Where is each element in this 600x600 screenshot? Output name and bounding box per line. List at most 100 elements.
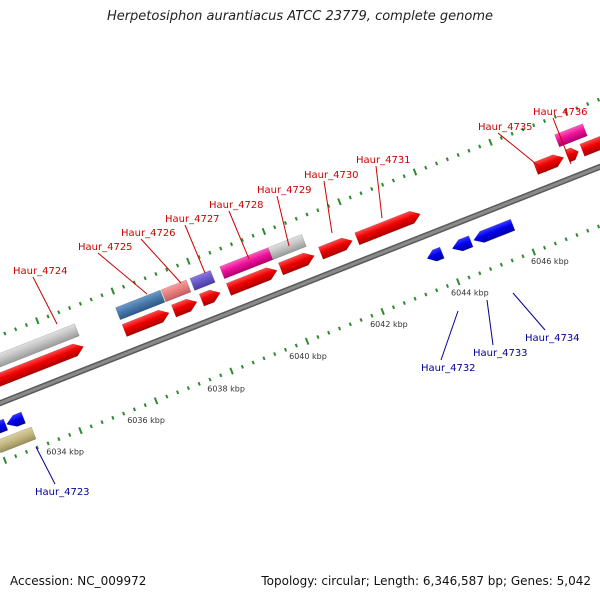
scale-tick	[208, 250, 212, 255]
cds-haur-4728[interactable]	[225, 264, 279, 296]
scale-tick	[14, 454, 18, 459]
gene-leader-line	[35, 446, 56, 485]
scale-tick	[261, 227, 267, 236]
gene-label[interactable]: Haur_4729	[257, 185, 312, 196]
gene-leader-line	[497, 132, 547, 173]
cds-haur-4727[interactable]	[198, 287, 222, 307]
gene-label-group[interactable]: Haur_4728	[209, 200, 264, 260]
cds-haur-4734[interactable]	[471, 218, 516, 246]
cds-haur-4729[interactable]	[278, 250, 316, 276]
gene-label-group[interactable]: Haur_4734	[512, 292, 580, 344]
scale-tick	[24, 323, 29, 328]
scale-tick	[251, 360, 255, 365]
gene-label-group[interactable]: Haur_4730	[304, 170, 359, 234]
gene-haur-4724[interactable]	[0, 323, 80, 371]
scale-tick	[219, 373, 223, 378]
gene-label-group[interactable]: Haur_4736	[533, 107, 588, 165]
gene-haur-4723[interactable]	[0, 426, 37, 454]
scale-tick	[24, 449, 29, 454]
scale-tick	[100, 293, 104, 298]
gene-label[interactable]: Haur_4731	[356, 155, 411, 166]
scale-tick	[153, 397, 159, 405]
scale-tick	[122, 411, 126, 416]
scale-tick	[467, 275, 471, 280]
cds-haur-4733[interactable]	[450, 235, 474, 254]
scale-tick	[575, 106, 579, 111]
scale-tick	[240, 238, 244, 243]
gene-haur-4729[interactable]	[267, 234, 307, 261]
cds-haur-4723b[interactable]	[4, 411, 26, 430]
gene-label-group[interactable]: Haur_4732	[421, 310, 476, 374]
scale-tick	[273, 352, 277, 357]
gene-haur-4727[interactable]	[189, 269, 216, 291]
genome-summary-text: Topology: circular; Length: 6,346,587 bp…	[261, 574, 591, 588]
gene-leader-line	[228, 210, 250, 260]
gene-haur-4726[interactable]	[160, 279, 192, 303]
gene-label-group[interactable]: Haur_4723	[35, 446, 90, 498]
cds-haur-4735[interactable]	[532, 151, 566, 175]
gene-leader-line	[375, 165, 383, 219]
scale-tick	[402, 174, 406, 179]
cds-haur-4723a[interactable]	[0, 418, 9, 436]
scale-tick	[89, 424, 93, 429]
cds-haur-4724[interactable]	[0, 341, 86, 388]
scale-tick	[2, 456, 8, 464]
gene-label-group[interactable]: Haur_4725	[78, 242, 148, 295]
cds-haur-4731[interactable]	[354, 208, 423, 246]
scale-tick	[3, 331, 7, 336]
gene-label-group[interactable]: Haur_4733	[473, 299, 528, 359]
scale-tick	[478, 271, 482, 276]
scale-tick	[68, 306, 72, 311]
cds-haur-4730[interactable]	[318, 235, 354, 260]
upper-tick-row	[3, 97, 600, 336]
scale-tick	[186, 386, 190, 391]
scale-tick	[154, 272, 158, 277]
gene-label[interactable]: Haur_4723	[35, 487, 90, 498]
accession-text: Accession: NC_009972	[10, 574, 147, 588]
gene-label-group[interactable]: Haur_4724	[13, 266, 68, 325]
scale-tick	[543, 245, 547, 250]
scale-tick	[521, 127, 525, 132]
gene-label-group[interactable]: Haur_4727	[165, 214, 220, 274]
gene-label-group[interactable]: Haur_4726	[121, 228, 182, 284]
scale-tick	[532, 123, 536, 128]
gene-label[interactable]: Haur_4725	[78, 242, 133, 253]
scale-tick	[381, 182, 385, 187]
scale-tick	[542, 118, 547, 123]
gene-label[interactable]: Haur_4727	[165, 214, 220, 225]
gene-label-group[interactable]: Haur_4735	[478, 122, 547, 173]
gene-label[interactable]: Haur_4732	[421, 363, 476, 374]
cds-haur-4732[interactable]	[425, 246, 445, 264]
gene-label[interactable]: Haur_4726	[121, 228, 176, 239]
gene-label-group[interactable]: Haur_4731	[356, 155, 411, 219]
scale-tick	[434, 161, 439, 166]
scale-tick	[165, 267, 169, 272]
scale-tick	[424, 292, 428, 297]
gene-label[interactable]: Haur_4733	[473, 348, 528, 359]
scale-tick	[122, 284, 126, 289]
scale-tick	[359, 318, 363, 323]
scale-tick	[35, 445, 39, 450]
scale-label: 6034 kbp	[46, 448, 84, 457]
gene-label[interactable]: Haur_4724	[13, 266, 68, 277]
cds-haur-4726[interactable]	[171, 296, 199, 318]
scale-tick	[78, 301, 82, 306]
scale-tick	[304, 337, 310, 345]
gene-label[interactable]: Haur_4728	[209, 200, 264, 211]
gene-haur-4736[interactable]	[554, 123, 588, 148]
gene-label-group[interactable]: Haur_4729	[257, 185, 312, 247]
scale-tick	[445, 157, 449, 162]
cds-haur-4725[interactable]	[121, 307, 171, 337]
gene-haur-4725[interactable]	[115, 289, 166, 321]
scale-tick	[478, 144, 482, 149]
scale-tick	[305, 212, 309, 217]
scale-tick	[240, 364, 244, 369]
scale-tick	[435, 288, 439, 293]
gene-label[interactable]: Haur_4735	[478, 122, 533, 133]
gene-label[interactable]: Haur_4736	[533, 107, 588, 118]
scale-tick	[337, 198, 342, 206]
gene-leader-line	[512, 292, 546, 331]
gene-label[interactable]: Haur_4734	[525, 333, 580, 344]
gene-label[interactable]: Haur_4730	[304, 170, 359, 181]
